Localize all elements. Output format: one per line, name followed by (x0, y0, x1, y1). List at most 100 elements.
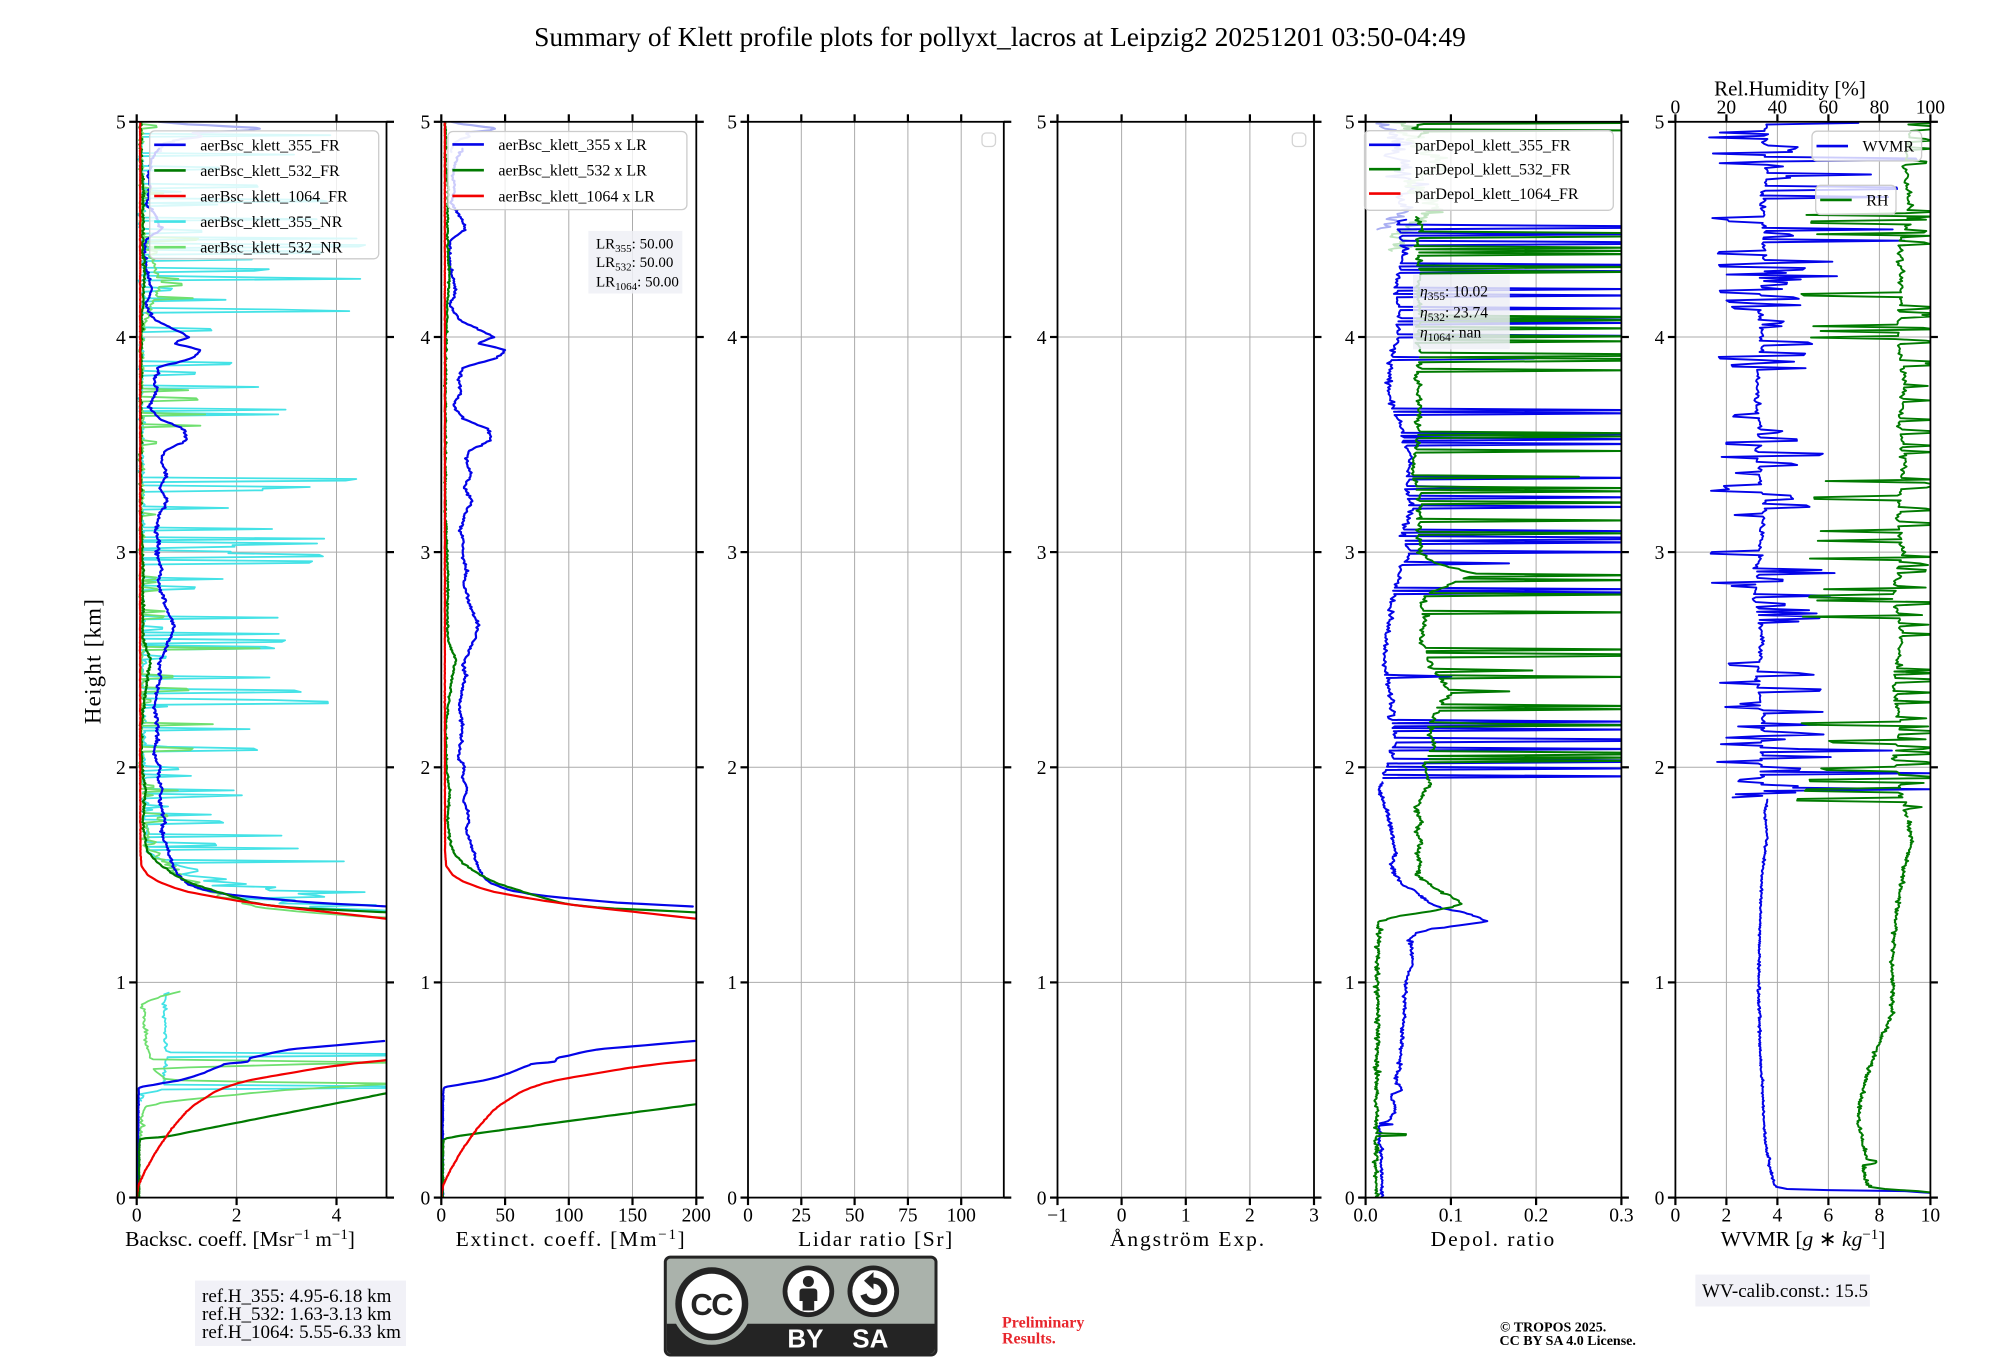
svg-text:Backsc. coeff. [Msr−1 m−1]: Backsc. coeff. [Msr−1 m−1] (125, 1227, 355, 1251)
svg-text:aerBsc_klett_532_NR: aerBsc_klett_532_NR (200, 240, 343, 257)
svg-text:0: 0 (1117, 1205, 1127, 1226)
svg-text:η355: 10.02: η355: 10.02 (1420, 284, 1488, 304)
svg-text:5: 5 (116, 113, 126, 134)
svg-text:0: 0 (743, 1205, 753, 1226)
svg-text:3: 3 (116, 543, 126, 564)
svg-text:1: 1 (1345, 973, 1355, 994)
svg-text:1: 1 (1655, 973, 1665, 994)
svg-text:20: 20 (1717, 98, 1737, 119)
svg-text:0: 0 (436, 1205, 446, 1226)
svg-text:ref.H_355: 4.95-6.18 km: ref.H_355: 4.95-6.18 km (202, 1286, 392, 1307)
svg-text:5: 5 (1345, 113, 1355, 134)
svg-text:0: 0 (1655, 1188, 1665, 1209)
svg-text:2: 2 (1722, 1205, 1732, 1226)
svg-text:5: 5 (421, 113, 431, 134)
svg-text:parDepol_klett_532_FR: parDepol_klett_532_FR (1415, 162, 1571, 179)
svg-text:40: 40 (1768, 98, 1788, 119)
svg-text:aerBsc_klett_1064 x LR: aerBsc_klett_1064 x LR (498, 188, 655, 205)
svg-text:5: 5 (727, 113, 737, 134)
svg-text:ref.H_532: 1.63-3.13 km: ref.H_532: 1.63-3.13 km (202, 1304, 392, 1325)
svg-text:1: 1 (116, 973, 126, 994)
svg-text:Summary of Klett profile plots: Summary of Klett profile plots for polly… (534, 21, 1466, 52)
svg-text:0: 0 (1671, 1205, 1681, 1226)
svg-text:2: 2 (232, 1205, 242, 1226)
svg-text:2: 2 (1037, 758, 1047, 779)
svg-text:1: 1 (1181, 1205, 1191, 1226)
svg-text:LR532: 50.00: LR532: 50.00 (596, 255, 673, 274)
svg-text:5: 5 (1655, 113, 1665, 134)
svg-text:−1: −1 (1047, 1205, 1068, 1226)
svg-text:LR355: 50.00: LR355: 50.00 (596, 237, 673, 256)
svg-text:2: 2 (116, 758, 126, 779)
svg-text:aerBsc_klett_355_FR: aerBsc_klett_355_FR (200, 137, 340, 154)
svg-text:0: 0 (1345, 1188, 1355, 1209)
svg-text:3: 3 (1655, 543, 1665, 564)
svg-text:2: 2 (727, 758, 737, 779)
svg-text:0: 0 (1671, 98, 1681, 119)
svg-text:75: 75 (898, 1205, 918, 1226)
svg-text:0: 0 (132, 1205, 142, 1226)
svg-text:4: 4 (1773, 1205, 1783, 1226)
svg-text:2: 2 (1245, 1205, 1255, 1226)
svg-text:4: 4 (116, 328, 126, 349)
svg-text:2: 2 (1345, 758, 1355, 779)
svg-text:80: 80 (1870, 98, 1890, 119)
svg-text:0: 0 (1037, 1188, 1047, 1209)
svg-text:0: 0 (116, 1188, 126, 1209)
svg-text:η1064: nan: η1064: nan (1420, 325, 1482, 345)
svg-text:LR1064: 50.00: LR1064: 50.00 (596, 275, 679, 294)
svg-text:WVMR: WVMR (1863, 139, 1915, 156)
svg-text:150: 150 (618, 1205, 647, 1226)
svg-text:Rel.Humidity [%]: Rel.Humidity [%] (1714, 77, 1866, 101)
svg-text:CC BY SA 4.0 License.: CC BY SA 4.0 License. (1500, 1334, 1636, 1349)
svg-text:200: 200 (682, 1205, 711, 1226)
svg-text:ref.H_1064: 5.55-6.33 km: ref.H_1064: 5.55-6.33 km (202, 1322, 401, 1343)
svg-text:8: 8 (1875, 1205, 1885, 1226)
svg-text:1: 1 (421, 973, 431, 994)
svg-text:100: 100 (554, 1205, 583, 1226)
svg-text:100: 100 (1916, 98, 1945, 119)
svg-text:4: 4 (1345, 328, 1355, 349)
svg-text:50: 50 (495, 1205, 515, 1226)
svg-text:60: 60 (1819, 98, 1839, 119)
svg-text:1: 1 (727, 973, 737, 994)
svg-text:aerBsc_klett_355_NR: aerBsc_klett_355_NR (200, 214, 343, 231)
svg-text:aerBsc_klett_355 x LR: aerBsc_klett_355 x LR (498, 137, 647, 154)
svg-text:5: 5 (1037, 113, 1047, 134)
svg-text:© TROPOS 2025.: © TROPOS 2025. (1500, 1321, 1606, 1336)
svg-text:3: 3 (421, 543, 431, 564)
svg-text:4: 4 (421, 328, 431, 349)
svg-text:10: 10 (1921, 1205, 1941, 1226)
svg-text:50: 50 (845, 1205, 865, 1226)
svg-text:4: 4 (1655, 328, 1665, 349)
svg-text:BY: BY (787, 1324, 823, 1354)
svg-text:3: 3 (1037, 543, 1047, 564)
svg-text:CC: CC (690, 1287, 733, 1322)
svg-text:Ångström Exp.: Ångström Exp. (1110, 1227, 1266, 1251)
svg-text:aerBsc_klett_1064_FR: aerBsc_klett_1064_FR (200, 189, 348, 206)
svg-text:1: 1 (1037, 973, 1047, 994)
svg-text:RH: RH (1866, 192, 1889, 209)
svg-text:0.2: 0.2 (1524, 1205, 1548, 1226)
svg-text:2: 2 (1655, 758, 1665, 779)
svg-text:WVMR [g ∗ kg−1]: WVMR [g ∗ kg−1] (1721, 1227, 1886, 1251)
svg-text:η532: 23.74: η532: 23.74 (1420, 305, 1488, 325)
svg-text:Lidar ratio [Sr]: Lidar ratio [Sr] (798, 1227, 954, 1251)
svg-text:WV-calib.const.: 15.5: WV-calib.const.: 15.5 (1702, 1281, 1868, 1302)
svg-text:100: 100 (947, 1205, 976, 1226)
svg-text:4: 4 (332, 1205, 342, 1226)
svg-text:Height [km]: Height [km] (81, 598, 106, 724)
svg-text:3: 3 (1345, 543, 1355, 564)
svg-text:0.0: 0.0 (1353, 1205, 1377, 1226)
svg-text:6: 6 (1824, 1205, 1834, 1226)
svg-text:Results.: Results. (1002, 1331, 1056, 1348)
svg-text:0.3: 0.3 (1609, 1205, 1633, 1226)
svg-text:parDepol_klett_355_FR: parDepol_klett_355_FR (1415, 137, 1571, 154)
svg-text:4: 4 (1037, 328, 1047, 349)
svg-text:Depol. ratio: Depol. ratio (1431, 1227, 1557, 1251)
svg-text:aerBsc_klett_532_FR: aerBsc_klett_532_FR (200, 163, 340, 180)
svg-text:SA: SA (852, 1324, 888, 1354)
svg-text:4: 4 (727, 328, 737, 349)
svg-text:3: 3 (1309, 1205, 1319, 1226)
svg-text:2: 2 (421, 758, 431, 779)
